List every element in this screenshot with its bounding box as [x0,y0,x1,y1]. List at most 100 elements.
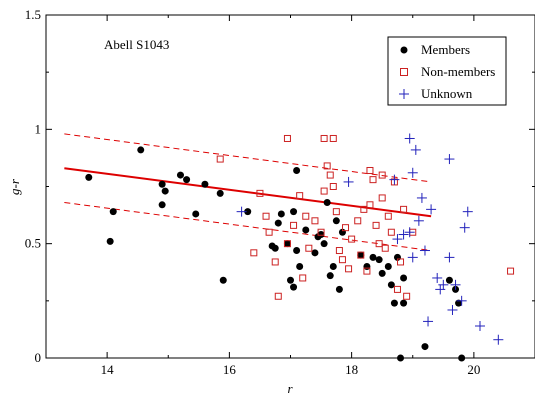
member-point [320,240,328,248]
unknown-point [404,133,415,144]
unknown-point [462,206,473,217]
member-point [363,263,371,271]
fit-upper-bound [64,133,432,183]
unknown-point [419,245,430,256]
non-member-point [216,155,224,163]
non-member-point [338,256,346,264]
legend-label-non-members: Non-members [421,64,495,79]
member-point [302,226,310,234]
member-point [137,146,145,154]
non-member-point [378,194,386,202]
member-point [106,237,114,245]
unknown-point [456,295,467,306]
member-point [387,281,395,289]
y-tick-label: 0 [35,350,42,365]
unknown-point [493,334,504,345]
non-member-point [375,240,383,248]
unknown-point [416,192,427,203]
non-member-point [290,221,298,229]
fit-lower-bound [64,202,432,252]
member-point [317,231,325,239]
member-point [357,251,365,259]
unknown-point [410,144,421,155]
x-tick-label: 14 [101,362,115,377]
x-tick-label: 16 [223,362,237,377]
member-point [161,187,169,195]
member-point [109,208,117,216]
member-point [311,249,319,257]
x-tick-label: 18 [345,362,358,377]
non-member-point [311,217,319,225]
non-member-point [317,228,325,236]
member-point [329,263,337,271]
unknown-point [438,279,449,290]
member-point [293,166,301,174]
member-point [335,285,343,293]
non-member-point [348,235,356,243]
member-point [326,272,334,280]
legend-marker-members [400,46,408,54]
non-member-point [320,187,328,195]
member-point [445,276,453,284]
non-member-point [320,134,328,142]
member-point [274,219,282,227]
unknown-point [474,320,485,331]
member-point [183,176,191,184]
unknown-point [407,252,418,263]
non-member-point [302,212,310,220]
member-point [293,247,301,255]
member-point [290,283,298,291]
unknown-point [459,222,470,233]
non-member-point [384,212,392,220]
non-member-point [381,244,389,252]
unknown-point [404,227,415,238]
non-member-point [274,292,282,300]
member-point [296,263,304,271]
member-point [455,299,463,307]
member-point [244,208,252,216]
member-point [375,256,383,264]
y-tick-label: 0.5 [25,236,41,251]
non-member-point [283,240,291,248]
non-member-point [369,176,377,184]
member-point [323,199,331,207]
x-tick-label: 20 [467,362,480,377]
non-member-point [366,201,374,209]
unknown-point [426,204,437,215]
unknown-point [236,206,247,217]
non-member-point [283,134,291,142]
non-member-point [378,171,386,179]
unknown-point [343,176,354,187]
member-point [390,299,398,307]
non-member-point [397,258,405,266]
member-point [397,354,405,362]
member-point [216,189,224,197]
non-member-point [250,249,258,257]
non-member-point [387,228,395,236]
non-member-point [507,267,515,275]
member-point [271,244,279,252]
legend-label-members: Members [421,42,470,57]
unknown-point [450,279,461,290]
legend-marker-unknown [399,89,409,99]
non-member-point [265,228,273,236]
x-axis-label: r [287,381,293,396]
member-point [400,274,408,282]
non-member-point [299,274,307,282]
non-member-point [363,267,371,275]
non-member-point [393,285,401,293]
non-member-point [372,221,380,229]
unknown-point [423,316,434,327]
non-member-point [335,247,343,255]
non-member-point [323,162,331,170]
non-member-point [345,265,353,273]
unknown-point [407,167,418,178]
non-member-point [360,205,368,213]
data-points [85,133,515,362]
unknown-point [432,272,443,283]
y-tick-label: 1.5 [25,7,41,22]
member-point [287,276,294,284]
member-point [458,354,466,362]
member-point [277,210,285,218]
